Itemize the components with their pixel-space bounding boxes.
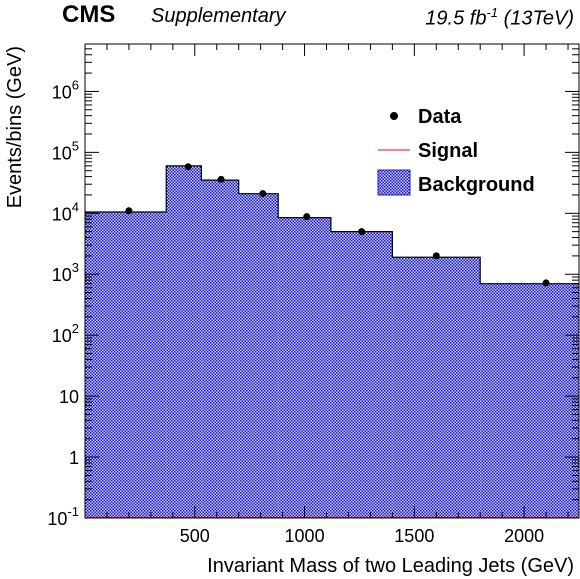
background-histogram bbox=[85, 165, 579, 519]
energy-label: (13TeV) bbox=[503, 7, 574, 30]
data-point bbox=[125, 207, 133, 215]
y-tick-label: 1 bbox=[69, 448, 79, 468]
background-bar bbox=[238, 193, 279, 519]
legend-signal-label: Signal bbox=[418, 140, 478, 162]
x-tick-label: 1000 bbox=[285, 526, 325, 546]
tick-labels: 500 1000 1500 2000 10-1 1 10 102 103 104 105 106 bbox=[47, 77, 544, 546]
data-points bbox=[125, 163, 550, 287]
legend-background-marker bbox=[377, 169, 411, 196]
supplementary-label: Supplementary bbox=[151, 5, 286, 27]
plot-frame bbox=[84, 43, 580, 519]
y-tick-label: 105 bbox=[52, 138, 79, 163]
data-point bbox=[542, 279, 550, 287]
background-bar bbox=[392, 257, 481, 518]
x-axis-title: Invariant Mass of two Leading Jets (GeV) bbox=[207, 555, 574, 577]
legend-background-label: Background bbox=[418, 174, 535, 196]
y-tick-label: 102 bbox=[52, 321, 79, 346]
data-point bbox=[217, 175, 225, 183]
axis-ticks bbox=[85, 43, 579, 519]
x-tick-label: 1500 bbox=[394, 526, 434, 546]
data-point bbox=[259, 190, 267, 198]
y-tick-label: 103 bbox=[52, 260, 79, 285]
background-bar bbox=[166, 165, 202, 518]
data-point bbox=[184, 163, 192, 171]
y-tick-label: 10 bbox=[59, 387, 79, 407]
data-point bbox=[358, 228, 366, 236]
background-bar bbox=[480, 283, 579, 518]
legend-data-label: Data bbox=[418, 106, 462, 128]
experiment-label: CMS bbox=[62, 1, 116, 28]
x-tick-label: 500 bbox=[180, 526, 210, 546]
luminosity-label: 19.5 fb-1 (13TeV) bbox=[425, 5, 574, 31]
legend: Data Signal Background bbox=[377, 106, 535, 196]
y-tick-label: 106 bbox=[52, 77, 79, 102]
x-tick-label: 2000 bbox=[504, 526, 544, 546]
background-bar bbox=[330, 231, 393, 519]
data-point bbox=[432, 252, 440, 260]
data-point bbox=[303, 213, 311, 221]
y-tick-label: 104 bbox=[52, 199, 79, 224]
y-axis-title: Events/bins (GeV) bbox=[4, 46, 26, 208]
y-tick-label: 10-1 bbox=[47, 504, 79, 529]
lumi-value: 19.5 fb bbox=[425, 7, 487, 30]
background-bar bbox=[201, 180, 239, 518]
background-bar bbox=[85, 212, 167, 518]
background-bar bbox=[278, 217, 331, 518]
legend-data-marker bbox=[390, 112, 398, 120]
lumi-exponent: -1 bbox=[486, 5, 499, 20]
